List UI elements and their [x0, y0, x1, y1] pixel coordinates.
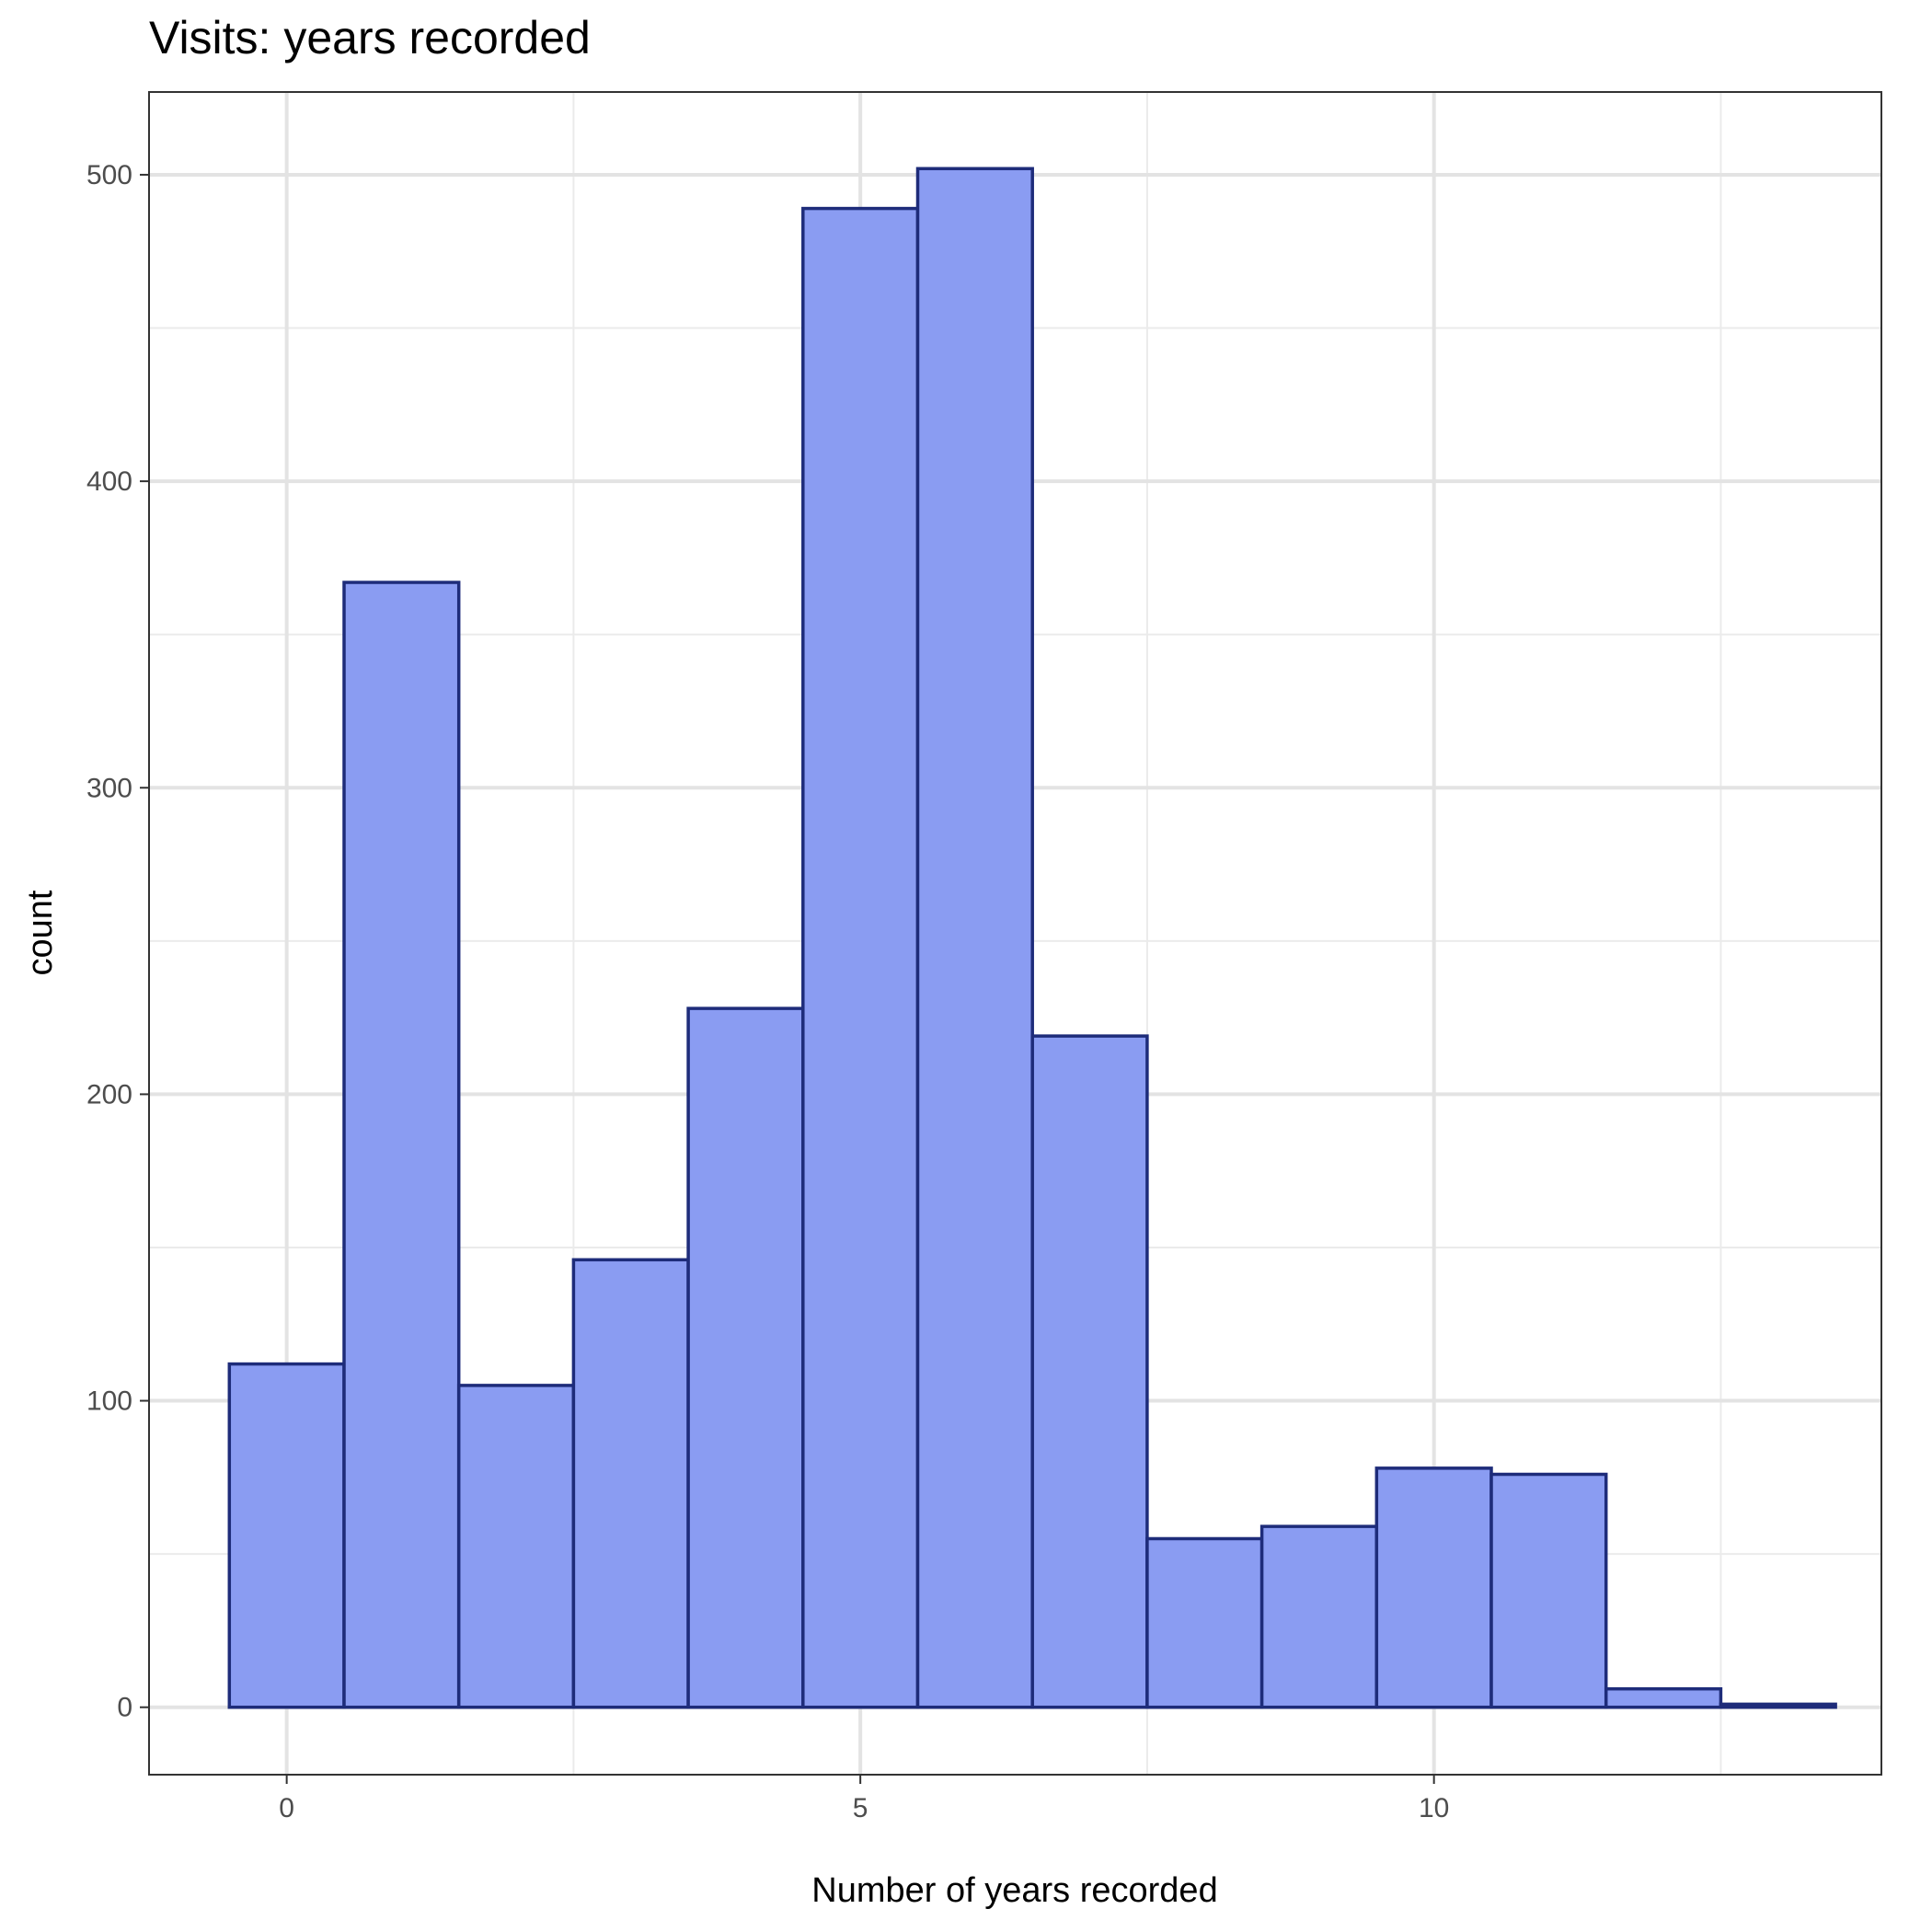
x-tick-label: 5 — [853, 1793, 868, 1823]
x-tick-label: 10 — [1419, 1793, 1449, 1823]
axes: 0 100 200 300 400 500 0 5 10 — [86, 160, 1449, 1823]
histogram-bar — [1030, 1034, 1149, 1709]
x-tick-label: 0 — [279, 1793, 294, 1823]
histogram-bar — [1604, 1686, 1723, 1709]
histogram-bar — [227, 1362, 346, 1709]
histogram-bar — [1145, 1536, 1264, 1709]
y-axis-title: count — [21, 890, 60, 975]
histogram-bar — [456, 1384, 576, 1709]
histogram-bar — [342, 581, 461, 1709]
histogram-bar — [915, 167, 1034, 1709]
histogram-bar — [1719, 1702, 1837, 1709]
plot-border — [148, 91, 1882, 1776]
histogram-bars — [227, 167, 1837, 1709]
y-tick-label: 500 — [86, 160, 132, 190]
histogram-bar — [801, 206, 920, 1709]
x-axis-title: Number of years recorded — [811, 1871, 1217, 1910]
y-tick-label: 100 — [86, 1386, 132, 1417]
histogram-bar — [1259, 1524, 1379, 1709]
histogram-bar — [571, 1258, 690, 1709]
y-tick-label: 0 — [117, 1693, 132, 1723]
histogram-bar — [1374, 1466, 1493, 1709]
histogram-bar — [686, 1006, 805, 1709]
histogram-bar — [1489, 1472, 1608, 1709]
y-tick-label: 300 — [86, 773, 132, 803]
y-tick-label: 400 — [86, 466, 132, 497]
y-tick-label: 200 — [86, 1079, 132, 1110]
chart-title: Visits: years recorded — [149, 12, 591, 63]
